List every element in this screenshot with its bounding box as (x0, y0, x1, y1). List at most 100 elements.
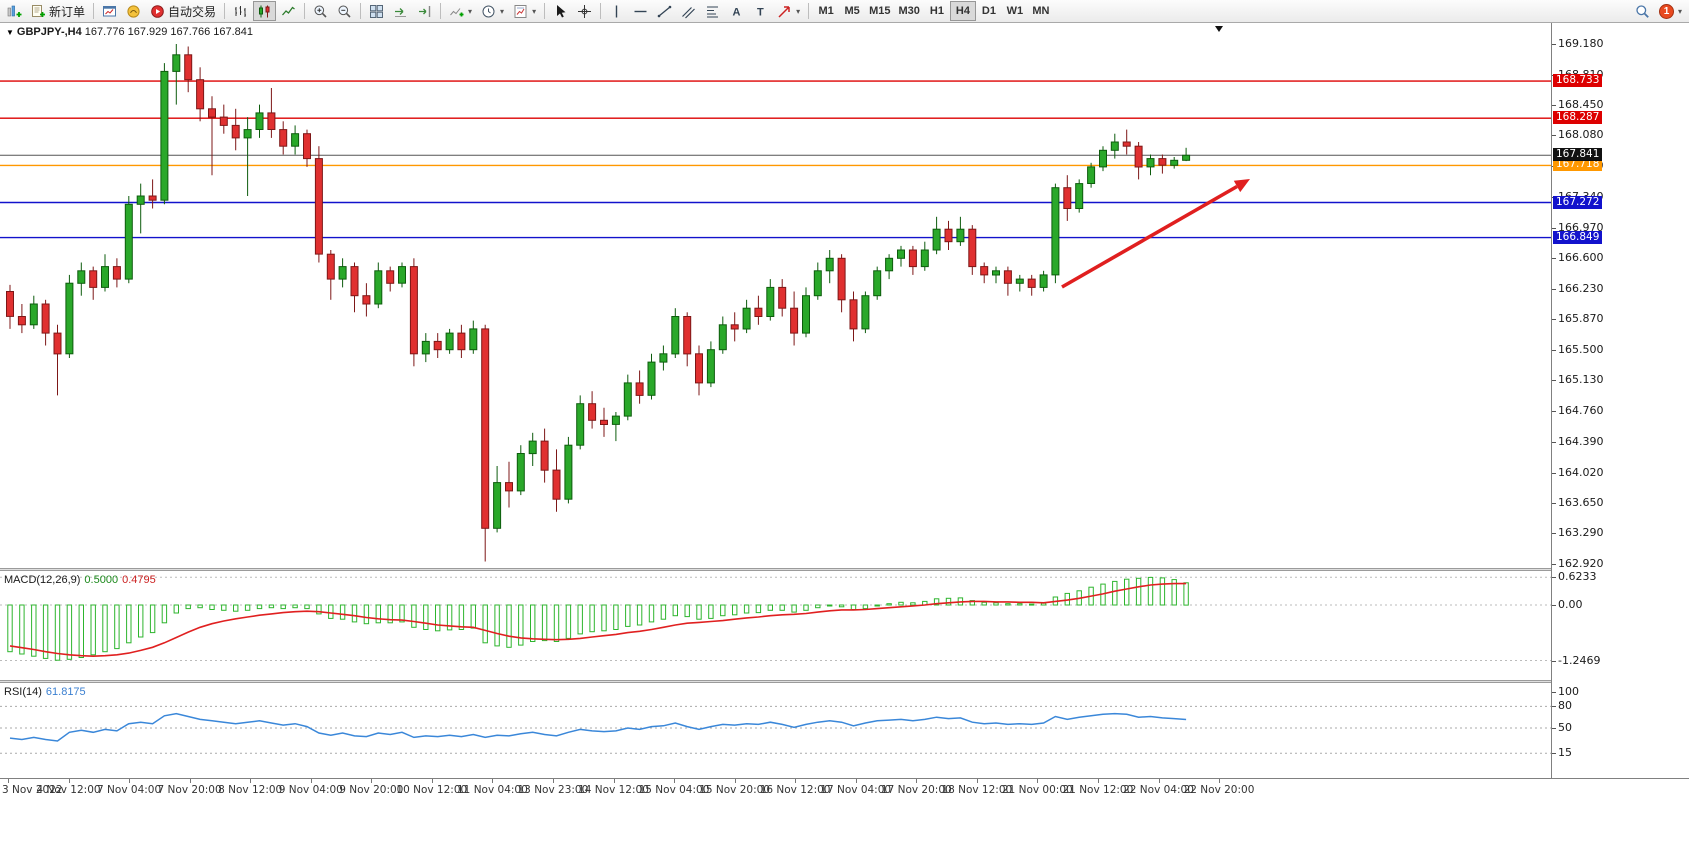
text-tool-button[interactable]: A (725, 1, 748, 21)
candlestick-chart-button[interactable] (253, 1, 277, 21)
timeframe-button-m1[interactable]: M1 (813, 1, 839, 21)
candle-body[interactable] (766, 286, 775, 317)
candle-body[interactable] (956, 228, 965, 243)
candle-body[interactable] (124, 203, 133, 280)
candle-body[interactable] (172, 54, 181, 72)
panel-splitter-rsi[interactable] (0, 680, 1689, 683)
quick-trade-collapse-icon[interactable]: ▼ (6, 28, 14, 37)
candle-body[interactable] (267, 112, 276, 131)
candle-body[interactable] (742, 307, 751, 330)
candle-body[interactable] (885, 257, 894, 272)
candle-body[interactable] (528, 440, 537, 455)
community-button[interactable] (122, 1, 145, 21)
price-chart-canvas[interactable] (0, 23, 1551, 568)
candle-body[interactable] (6, 291, 14, 317)
candle-body[interactable] (398, 266, 406, 284)
periods-button[interactable]: ▾ (477, 1, 508, 21)
candle-body[interactable] (1039, 274, 1048, 288)
candle-body[interactable] (683, 316, 692, 355)
candle-body[interactable] (1146, 158, 1155, 168)
candle-body[interactable] (659, 353, 668, 363)
candle-body[interactable] (53, 332, 62, 355)
timeframe-button-m5[interactable]: M5 (839, 1, 865, 21)
bar-chart-button[interactable] (229, 1, 252, 21)
horizontal-line-tool-button[interactable] (629, 1, 652, 21)
candle-body[interactable] (968, 228, 977, 268)
fibonacci-tool-button[interactable] (701, 1, 724, 21)
candle-body[interactable] (920, 249, 929, 268)
candle-body[interactable] (1063, 187, 1072, 209)
candle-body[interactable] (303, 133, 311, 160)
candle-body[interactable] (718, 324, 727, 351)
timeframe-button-h4[interactable]: H4 (949, 1, 976, 21)
candle-body[interactable] (790, 307, 799, 334)
zoom-in-button[interactable] (309, 1, 332, 21)
candle-body[interactable] (1003, 270, 1012, 284)
candle-body[interactable] (778, 286, 787, 309)
candle-body[interactable] (540, 440, 549, 471)
candle-body[interactable] (802, 295, 810, 334)
candle-body[interactable] (457, 332, 466, 351)
candle-body[interactable] (992, 270, 1000, 276)
candle-body[interactable] (136, 195, 145, 205)
candle-body[interactable] (588, 403, 597, 421)
candle-body[interactable] (1027, 278, 1036, 288)
candle-body[interactable] (754, 307, 763, 318)
candle-body[interactable] (564, 444, 573, 500)
candle-body[interactable] (1075, 183, 1084, 210)
candle-body[interactable] (279, 129, 288, 147)
templates-button[interactable]: ▾ (509, 1, 540, 21)
candle-body[interactable] (849, 299, 858, 330)
candle-body[interactable] (291, 133, 300, 147)
candle-body[interactable] (813, 270, 822, 297)
label-tool-button[interactable]: T (749, 1, 772, 21)
charts-button[interactable] (98, 1, 121, 21)
candle-body[interactable] (1087, 166, 1096, 184)
candle-body[interactable] (1170, 159, 1179, 166)
timeframe-button-d1[interactable]: D1 (976, 1, 1002, 21)
candle-body[interactable] (1158, 158, 1167, 166)
candle-body[interactable] (493, 482, 502, 529)
candle-body[interactable] (1015, 278, 1024, 284)
candle-body[interactable] (243, 129, 252, 139)
candle-body[interactable] (445, 332, 454, 351)
candle-body[interactable] (825, 257, 834, 272)
candle-body[interactable] (231, 124, 240, 139)
candle-body[interactable] (338, 266, 347, 280)
candle-body[interactable] (196, 79, 205, 110)
candle-body[interactable] (861, 295, 870, 330)
crosshair-button[interactable] (573, 1, 596, 21)
candle-body[interactable] (41, 303, 50, 334)
candle-body[interactable] (65, 282, 74, 355)
candle-body[interactable] (505, 482, 513, 492)
candle-body[interactable] (314, 158, 323, 255)
candle-body[interactable] (873, 270, 882, 297)
new-chart-button[interactable] (3, 1, 26, 21)
trendline-tool-button[interactable] (653, 1, 676, 21)
timeframe-button-m15[interactable]: M15 (865, 1, 894, 21)
candle-body[interactable] (77, 270, 86, 284)
macd-panel-canvas[interactable] (0, 571, 1551, 680)
candle-body[interactable] (695, 353, 703, 384)
candle-body[interactable] (730, 324, 739, 330)
candle-body[interactable] (552, 469, 561, 500)
arrows-tool-button[interactable]: ▾ (773, 1, 804, 21)
candle-body[interactable] (1099, 149, 1107, 168)
candle-body[interactable] (837, 257, 846, 301)
candle-body[interactable] (326, 253, 335, 280)
notifications-button[interactable]: 1 ▾ (1655, 1, 1686, 21)
timeframe-button-m30[interactable]: M30 (895, 1, 924, 21)
candle-body[interactable] (635, 382, 644, 396)
candle-body[interactable] (897, 249, 905, 259)
candle-body[interactable] (576, 403, 585, 446)
timeframe-button-w1[interactable]: W1 (1002, 1, 1028, 21)
auto-scroll-button[interactable] (389, 1, 412, 21)
candle-body[interactable] (29, 303, 38, 326)
panel-splitter-macd[interactable] (0, 568, 1689, 571)
search-button[interactable] (1631, 1, 1654, 21)
candle-body[interactable] (1134, 145, 1143, 168)
candle-body[interactable] (1182, 154, 1191, 161)
candle-body[interactable] (1122, 141, 1131, 147)
candle-body[interactable] (600, 419, 608, 425)
candle-body[interactable] (932, 228, 941, 251)
